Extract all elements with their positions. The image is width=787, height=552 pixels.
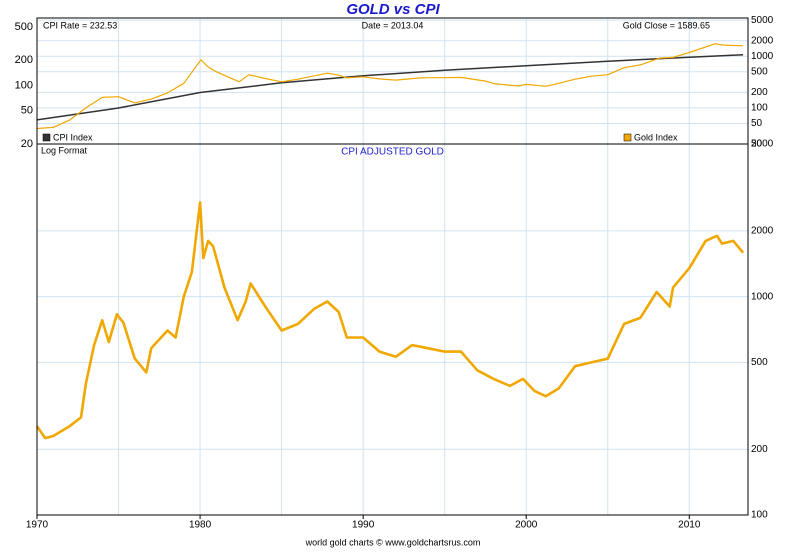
y-tick-label: 200 <box>15 54 33 66</box>
y2-tick-label: 20 <box>751 139 763 150</box>
series-line <box>36 43 744 130</box>
header-label: Gold Close = 1589.65 <box>623 20 710 30</box>
x-tick-label: 2010 <box>678 520 701 531</box>
y2-tick-label: 200 <box>751 87 768 98</box>
y2-tick-label: 500 <box>751 66 768 77</box>
y2-tick-label: 1000 <box>751 291 774 302</box>
y2-tick-label: 5000 <box>751 139 774 150</box>
legend-label: CPI Index <box>53 132 93 142</box>
series-line <box>35 201 745 440</box>
y-tick-label: 100 <box>15 79 33 91</box>
frame <box>36 17 749 516</box>
series-line <box>36 54 744 121</box>
header-label: Date = 2013.04 <box>362 20 424 30</box>
y2-tick-label: 2000 <box>751 35 774 46</box>
y2-tick-label: 5000 <box>751 15 774 26</box>
y2-tick-label: 50 <box>751 118 763 129</box>
y2-tick-label: 100 <box>751 510 768 521</box>
x-tick-label: 1980 <box>189 520 212 531</box>
x-tick-label: 1970 <box>26 520 49 531</box>
legend-label: Gold Index <box>634 132 678 142</box>
y2-tick-label: 500 <box>751 357 768 368</box>
panel-title: CPI ADJUSTED GOLD <box>341 147 444 158</box>
legend-swatch <box>42 133 51 142</box>
header-label: CPI Rate = 232.53 <box>43 20 117 30</box>
y-tick-label: 500 <box>15 21 33 33</box>
x-tick-label: 2000 <box>515 520 538 531</box>
y-tick-label: 50 <box>21 105 33 117</box>
y2-tick-label: 200 <box>751 444 768 455</box>
x-tick-label: 1990 <box>352 520 375 531</box>
panel-note: Log Format <box>41 145 88 155</box>
footer: world gold charts © www.goldchartsrus.co… <box>305 537 481 547</box>
y2-tick-label: 100 <box>751 103 768 114</box>
legend-swatch <box>623 133 632 142</box>
chart-title: GOLD vs CPI <box>346 1 440 18</box>
y2-tick-label: 1000 <box>751 51 774 62</box>
y-tick-label: 20 <box>21 138 33 150</box>
y2-tick-label: 2000 <box>751 226 774 237</box>
